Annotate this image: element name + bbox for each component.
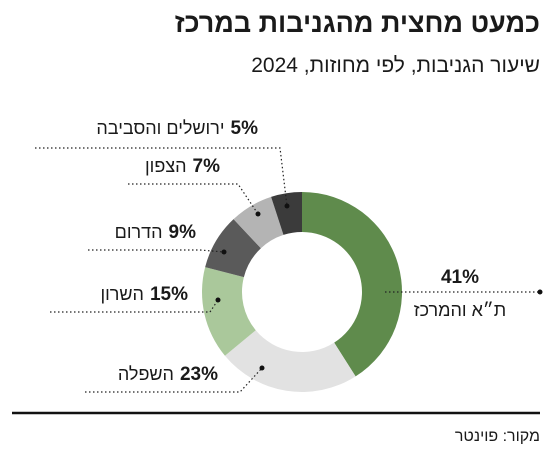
category-label: השפלה	[118, 364, 174, 384]
donut-slice	[205, 219, 261, 278]
leader-line	[128, 183, 259, 215]
category-label: השרון	[100, 284, 144, 304]
slice-label: 15% השרון	[100, 284, 188, 305]
donut-slice	[302, 192, 403, 377]
leader-line	[50, 299, 219, 313]
category-label: הצפון	[145, 156, 187, 176]
donut-slice	[201, 267, 256, 356]
leader-line	[88, 249, 225, 253]
donut-slice	[224, 330, 356, 392]
category-label: ת״א והמרכז	[414, 300, 506, 320]
slice-label: 5% ירושלים והסביבה	[96, 118, 258, 139]
donut-slice	[233, 196, 284, 249]
leader-dot	[255, 211, 261, 217]
leader-dot	[215, 297, 221, 303]
chart-subtitle: שיעור הגניבות, לפי מחוזות, 2024	[251, 54, 540, 77]
leader-dot	[284, 203, 290, 209]
slice-label: 23% השפלה	[118, 364, 218, 385]
category-label: ירושלים והסביבה	[96, 118, 224, 138]
chart-title: כמעט מחצית מהגניבות במרכז	[175, 8, 540, 38]
leader-dot	[259, 365, 265, 371]
leader-dot	[221, 249, 227, 255]
value-label: 7%	[193, 156, 221, 177]
leader-line	[35, 147, 288, 207]
slice-label: 7% הצפון	[145, 156, 220, 177]
leader-line	[85, 367, 263, 393]
slice-label: 9% הדרום	[115, 222, 196, 243]
donut-slice	[271, 192, 302, 235]
category-label: הדרום	[115, 222, 163, 242]
leader-dot	[537, 289, 543, 295]
value-label: 15%	[150, 284, 188, 305]
source: מקור: פוינטר	[455, 428, 540, 445]
value-label: 9%	[169, 222, 197, 243]
value-label: 5%	[231, 118, 259, 139]
value-label: 41%	[441, 267, 479, 288]
value-label: 23%	[180, 364, 218, 385]
